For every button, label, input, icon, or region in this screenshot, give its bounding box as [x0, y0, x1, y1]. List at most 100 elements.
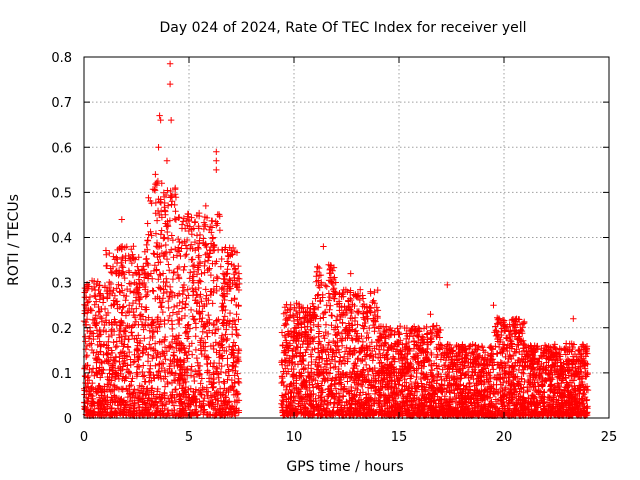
- data-point: [232, 342, 239, 349]
- data-point: [209, 247, 217, 254]
- data-point: [84, 327, 91, 335]
- data-point: [111, 292, 119, 299]
- data-point: [195, 223, 202, 230]
- data-point: [352, 327, 360, 334]
- data-point: [390, 355, 397, 362]
- data-point: [160, 252, 167, 260]
- data-point: [118, 282, 125, 289]
- data-point: [195, 240, 203, 247]
- data-point: [164, 187, 171, 194]
- data-point: [144, 351, 152, 358]
- data-point: [143, 291, 151, 299]
- data-point: [130, 242, 137, 250]
- data-point: [124, 387, 131, 395]
- data-point: [187, 306, 195, 314]
- data-point: [221, 379, 228, 387]
- data-point: [203, 384, 211, 391]
- data-point: [163, 288, 171, 296]
- data-point: [104, 393, 111, 401]
- data-point: [208, 381, 215, 388]
- data-point: [124, 393, 132, 401]
- data-point: [184, 213, 191, 220]
- data-point: [115, 365, 122, 372]
- data-point: [125, 302, 133, 309]
- data-point: [128, 329, 135, 336]
- data-point: [201, 323, 208, 331]
- data-point: [192, 218, 199, 226]
- data-point: [90, 278, 98, 285]
- data-point: [158, 180, 165, 187]
- data-point: [103, 403, 111, 410]
- data-point: [166, 267, 173, 274]
- data-point: [165, 304, 172, 312]
- data-point: [205, 253, 213, 260]
- data-point: [490, 366, 497, 373]
- data-point: [96, 308, 103, 315]
- data-point: [199, 328, 206, 335]
- data-point: [81, 391, 88, 398]
- data-point: [106, 291, 114, 299]
- data-point: [96, 313, 104, 321]
- data-point: [166, 398, 173, 405]
- data-point: [127, 361, 134, 369]
- data-point: [102, 397, 109, 405]
- data-point: [126, 309, 133, 316]
- data-point: [112, 343, 119, 351]
- data-point: [196, 258, 204, 266]
- data-point: [120, 270, 128, 278]
- data-point: [118, 395, 125, 403]
- data-point: [166, 293, 174, 301]
- data-point: [86, 293, 94, 301]
- data-point: [180, 411, 188, 418]
- data-point: [210, 345, 217, 353]
- data-point: [93, 327, 101, 334]
- data-point: [91, 292, 98, 299]
- data-point: [166, 292, 173, 300]
- data-point: [126, 407, 134, 414]
- data-point: [148, 395, 155, 403]
- data-point: [209, 234, 217, 241]
- data-point: [93, 371, 101, 378]
- data-point: [117, 370, 124, 378]
- data-point: [208, 229, 215, 236]
- data-point: [135, 253, 142, 261]
- data-point: [142, 293, 150, 300]
- data-point: [182, 242, 190, 249]
- data-point: [159, 348, 166, 356]
- data-point: [187, 269, 194, 276]
- data-point: [224, 266, 231, 273]
- data-point: [85, 298, 93, 305]
- data-point: [103, 262, 110, 270]
- data-point: [85, 388, 93, 395]
- data-point: [154, 177, 162, 185]
- data-point: [162, 191, 170, 199]
- data-point: [88, 346, 96, 354]
- data-point: [123, 285, 131, 293]
- data-point: [119, 408, 127, 415]
- data-point: [182, 324, 189, 331]
- data-point: [97, 406, 105, 413]
- data-point: [183, 351, 190, 359]
- data-point: [197, 310, 204, 318]
- data-point: [183, 251, 190, 258]
- data-point: [171, 215, 179, 223]
- data-point: [176, 398, 184, 406]
- data-point: [165, 297, 172, 305]
- data-point: [154, 388, 161, 395]
- data-point: [158, 227, 165, 234]
- data-point: [168, 289, 176, 297]
- data-point: [203, 214, 211, 222]
- data-point: [153, 406, 160, 414]
- data-point: [149, 319, 157, 326]
- data-point: [430, 322, 437, 330]
- data-point: [176, 214, 183, 221]
- data-point: [176, 299, 183, 307]
- data-point: [192, 346, 200, 354]
- data-point: [185, 396, 192, 404]
- data-point: [129, 375, 136, 382]
- data-point: [167, 187, 174, 195]
- data-point: [160, 410, 167, 417]
- data-point: [131, 400, 138, 407]
- data-point: [96, 292, 104, 299]
- data-point: [163, 278, 171, 286]
